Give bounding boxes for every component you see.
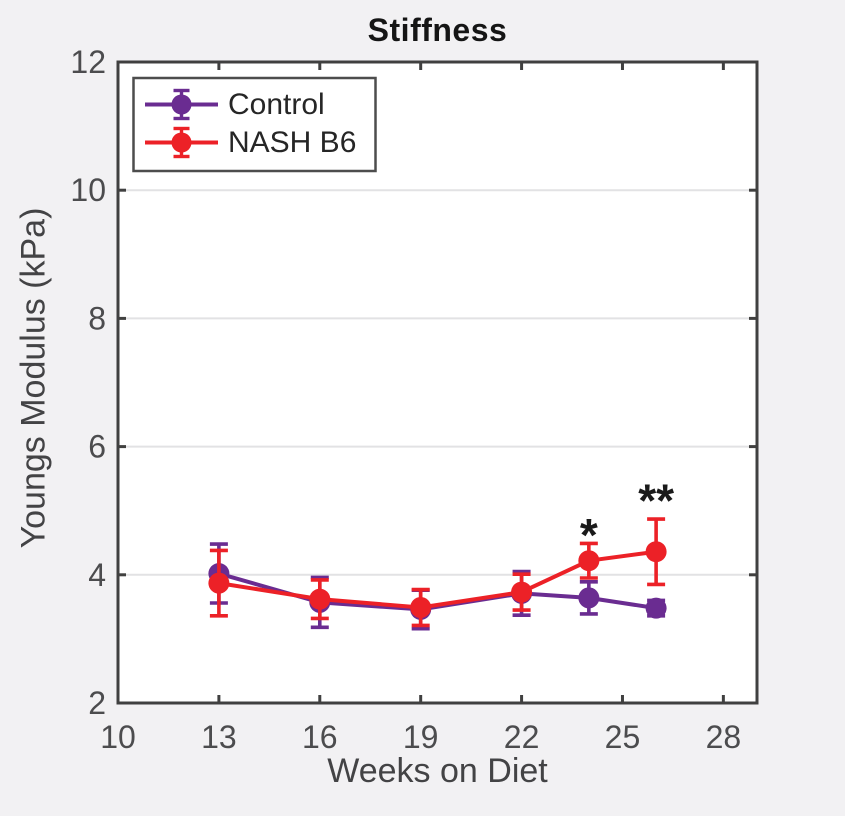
chart-title: Stiffness <box>367 12 508 48</box>
data-point-1-w16 <box>309 588 331 610</box>
data-point-1-w19 <box>410 596 432 618</box>
legend-box <box>132 76 377 173</box>
data-point-1-w13 <box>208 572 230 594</box>
y-tick-label-12: 12 <box>70 44 106 80</box>
x-tick-label-19: 19 <box>403 719 439 755</box>
y-axis-label: Youngs Modulus (kPa) <box>14 207 53 549</box>
significance-annotation-1: ** <box>638 474 674 526</box>
y-tick-label-10: 10 <box>70 172 106 208</box>
series-line-1 <box>218 549 657 610</box>
x-axis-label: Weeks on Diet <box>327 752 548 790</box>
y-tick-label-6: 6 <box>88 429 106 465</box>
x-tick-label-22: 22 <box>504 719 540 755</box>
significance-annotation-0: * <box>580 509 598 561</box>
legend-marker-1 <box>171 132 192 153</box>
data-point-1-w22 <box>511 581 533 603</box>
x-tick-label-16: 16 <box>302 719 338 755</box>
x-tick-label-10: 10 <box>100 719 136 755</box>
data-point-0-w26 <box>645 597 667 619</box>
data-point-1-w26 <box>645 541 667 563</box>
legend-marker-0 <box>171 94 192 115</box>
legend-label-nash-b6: NASH B6 <box>228 126 357 159</box>
y-tick-label-2: 2 <box>88 685 106 721</box>
data-point-0-w24 <box>578 587 600 609</box>
data-point-1-w24 <box>578 550 600 572</box>
x-tick-label-25: 25 <box>605 719 641 755</box>
legend-label-control: Control <box>228 88 325 121</box>
x-tick-label-28: 28 <box>706 719 742 755</box>
axes-box <box>116 60 759 705</box>
y-tick-label-8: 8 <box>88 300 106 336</box>
y-tick-label-4: 4 <box>88 557 106 593</box>
x-tick-label-13: 13 <box>201 719 237 755</box>
